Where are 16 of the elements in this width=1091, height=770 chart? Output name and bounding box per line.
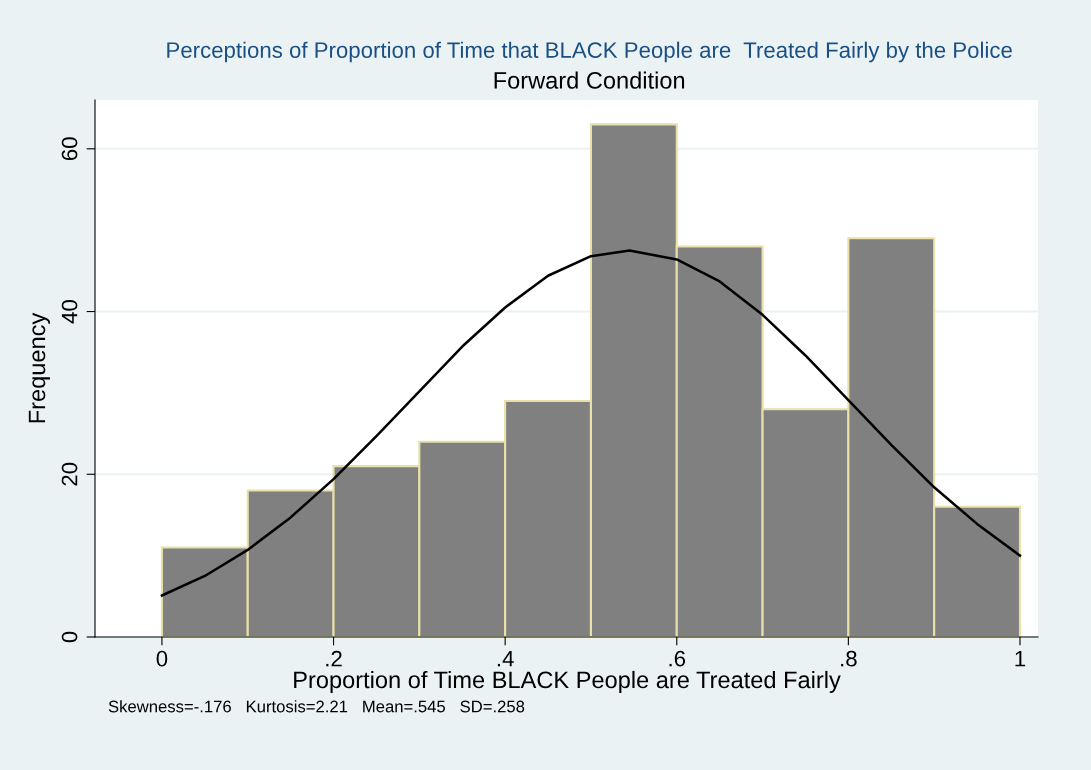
- line-series: [160, 249, 1022, 597]
- x-axis-title: Proportion of Time BLACK People are Treated Fairly: [294, 670, 841, 693]
- y-tick-label: 40: [61, 300, 78, 324]
- x-tick-label: 1: [1015, 651, 1026, 667]
- y-tick-label: 20: [61, 462, 78, 486]
- chart-subtitle: Forward Condition: [494, 71, 685, 89]
- chart-title: Perceptions of Proportion of Time that BLACK People are Treated Fairly by the Police: [167, 41, 1012, 63]
- text: Skewness=-.176 Kurtosis=2.21 Mean=.545 SD=.258: [108, 700, 525, 713]
- y-tick-label: 60: [61, 137, 78, 161]
- x-tick-label: .4: [497, 651, 514, 667]
- x-tick-label: .6: [669, 650, 686, 667]
- x-tick-label: .8: [841, 650, 857, 667]
- x-tick-label: .2: [326, 650, 342, 667]
- y-axis-title: Frequency: [28, 312, 50, 423]
- x-tick-label: 0: [156, 650, 168, 667]
- y-tick-label: 0: [61, 631, 78, 643]
